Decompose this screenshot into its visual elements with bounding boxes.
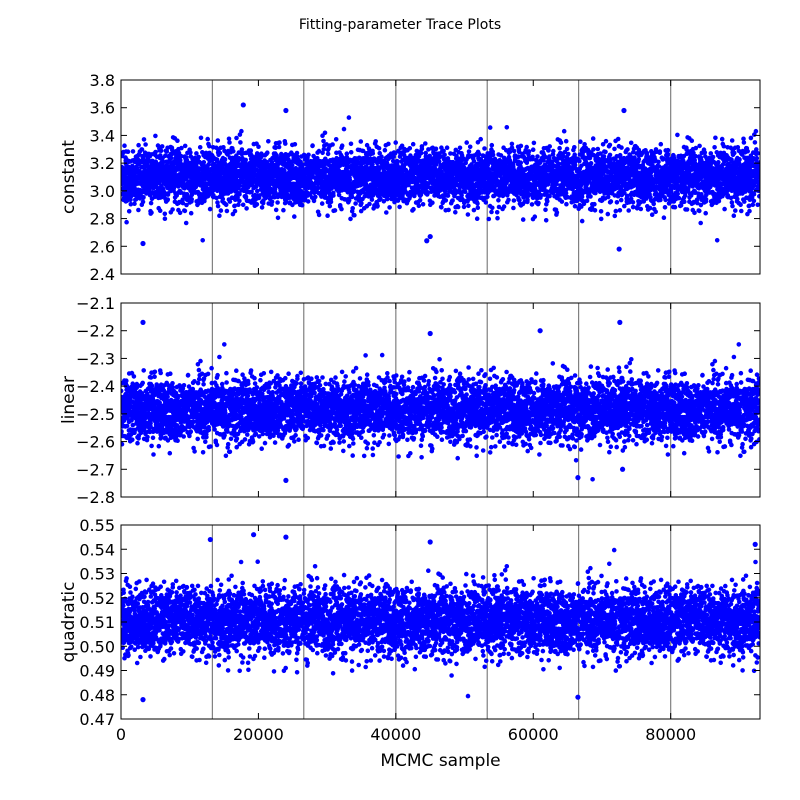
y-tick-label: 0.48 [79,686,115,705]
panel-constant: 2.4 2.6 2.8 3.0 3.2 3.4 3.6 3.8 constant [59,71,762,284]
figure-title: Fitting-parameter Trace Plots [299,17,501,33]
y-tick-label: 3.6 [90,99,115,118]
y-tick-label: 0.53 [79,565,115,584]
y-tick-label: 0.52 [79,589,115,608]
y-tick-label: 0.55 [79,516,115,535]
x-tick-label: 40000 [370,725,421,744]
x-tick-label: 80000 [645,725,696,744]
trace-points-linear [119,320,762,483]
trace-outlier-point [140,320,145,325]
trace-outlier-point [140,241,145,246]
trace-point-cloud [119,342,762,482]
y-tick-label: 3.8 [90,71,115,90]
trace-outlier-point [575,475,580,480]
y-tick-label: −2.6 [76,433,115,452]
y-tick-label: 3.0 [90,182,115,201]
trace-points-quadratic [119,532,763,702]
y-tick-label: −2.5 [76,405,115,424]
trace-outlier-point [208,537,213,542]
trace-point-cloud [119,548,763,699]
trace-outlier-point [575,695,580,700]
panel-quadratic: 0.47 0.48 0.49 0.50 0.51 0.52 0.53 0.54 0.55 0 200… [59,516,762,771]
trace-outlier-point [283,478,288,483]
y-tick-label: −2.4 [76,377,115,396]
y-axis-label: quadratic [59,582,79,663]
y-tick-label: 0.50 [79,637,115,656]
trace-outlier-point [621,108,626,113]
y-tick-label: 3.2 [90,154,115,173]
y-tick-label: 2.4 [90,265,115,284]
trace-outlier-point [424,238,429,243]
trace-outlier-point [620,467,625,472]
x-axis-label: MCMC sample [380,751,500,771]
trace-outlier-point [251,532,256,537]
y-tick-label: −2.8 [76,488,115,507]
trace-outlier-point [283,535,288,540]
y-tick-label: −2.7 [76,460,115,479]
trace-outlier-point [753,542,758,547]
trace-points-constant [119,102,763,251]
x-tick-label: 60000 [508,725,559,744]
trace-outlier-point [617,246,622,251]
trace-outlier-point [428,234,433,239]
trace-outlier-point [283,108,288,113]
trace-outlier-point [428,539,433,544]
y-tick-label: 2.8 [90,210,115,229]
trace-point-cloud [119,115,763,242]
y-axis-label: linear [59,376,79,424]
trace-outlier-point [241,102,246,107]
y-tick-label: −2.2 [76,322,115,341]
y-tick-label: 0.49 [79,662,115,681]
y-tick-label: 0.54 [79,540,115,559]
y-tick-label: 0.47 [79,710,115,729]
trace-outlier-point [538,328,543,333]
trace-outlier-point [428,331,433,336]
trace-outlier-point [617,320,622,325]
x-tick-label: 20000 [233,725,284,744]
y-tick-label: −2.3 [76,349,115,368]
x-tick-label: 0 [116,725,126,744]
y-tick-label: 2.6 [90,237,115,256]
trace-outlier-point [140,697,145,702]
y-tick-label: 3.4 [90,126,115,145]
y-tick-label: 0.51 [79,613,115,632]
y-tick-label: −2.1 [76,294,115,313]
panel-linear: −2.8 −2.7 −2.6 −2.5 −2.4 −2.3 −2.2 −2.1 linear [59,294,762,507]
y-axis-label: constant [59,140,79,214]
